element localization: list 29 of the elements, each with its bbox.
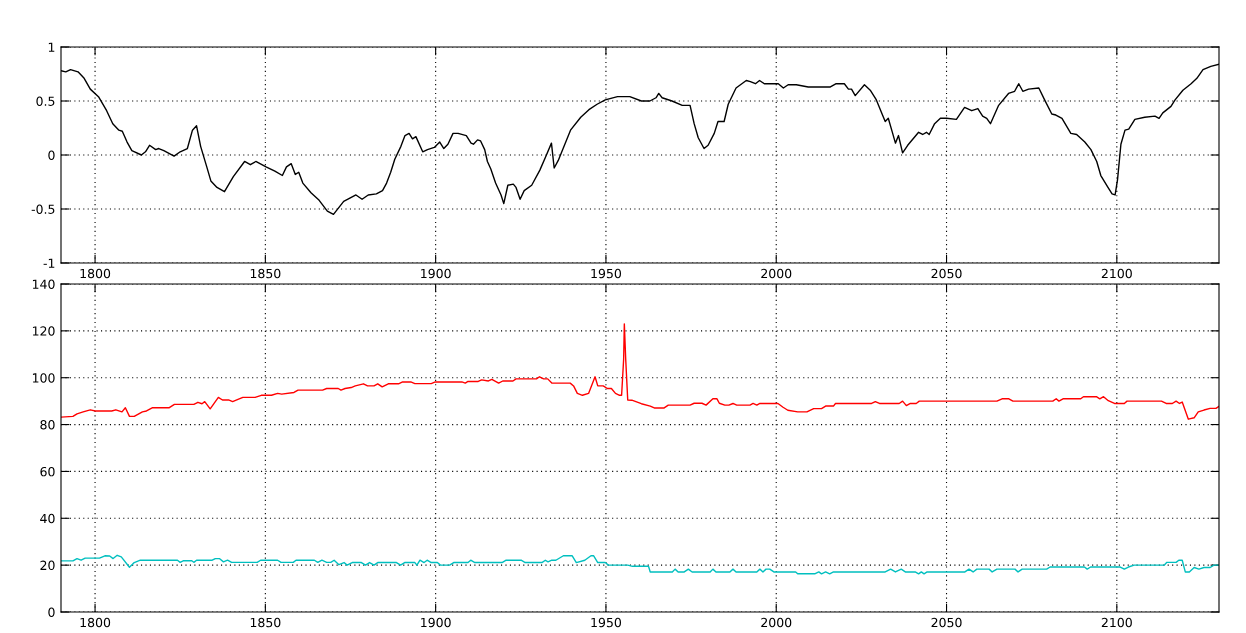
y-tick-label: 140 — [32, 279, 55, 289]
y-tick-label: 0 — [48, 607, 55, 617]
x-tick-label: 2000 — [761, 617, 792, 628]
x-tick-label: 2050 — [931, 617, 962, 628]
y-tick-label: -0.5 — [31, 204, 55, 214]
x-tick-label: 1950 — [591, 268, 622, 279]
y-tick-label: 0 — [48, 150, 55, 160]
y-tick-label: 40 — [40, 513, 55, 524]
x-tick-label: 1800 — [80, 268, 111, 279]
y-tick-label: 20 — [40, 560, 55, 571]
x-tick-label: 1800 — [80, 617, 111, 628]
y-tick-label: 0.5 — [36, 96, 55, 106]
x-tick-label: 1850 — [250, 268, 281, 279]
y-tick-label: 100 — [32, 373, 55, 383]
x-tick-label: 1900 — [421, 617, 451, 628]
line-series — [61, 323, 1219, 420]
y-tick-label: 60 — [40, 466, 55, 477]
x-tick-label: 1900 — [421, 268, 451, 279]
y-tick-label: 120 — [32, 326, 55, 336]
x-tick-label: 1950 — [591, 617, 622, 628]
line-series — [61, 554, 1219, 575]
y-tick-label: -1 — [43, 258, 55, 268]
y-tick-label: 1 — [48, 42, 55, 52]
x-tick-label: 2000 — [761, 268, 792, 279]
x-tick-label: 1850 — [250, 617, 281, 628]
x-tick-label: 2050 — [931, 268, 962, 279]
x-tick-label: 2100 — [1101, 617, 1132, 628]
x-tick-label: 2100 — [1101, 268, 1132, 279]
y-tick-label: 80 — [40, 420, 55, 430]
